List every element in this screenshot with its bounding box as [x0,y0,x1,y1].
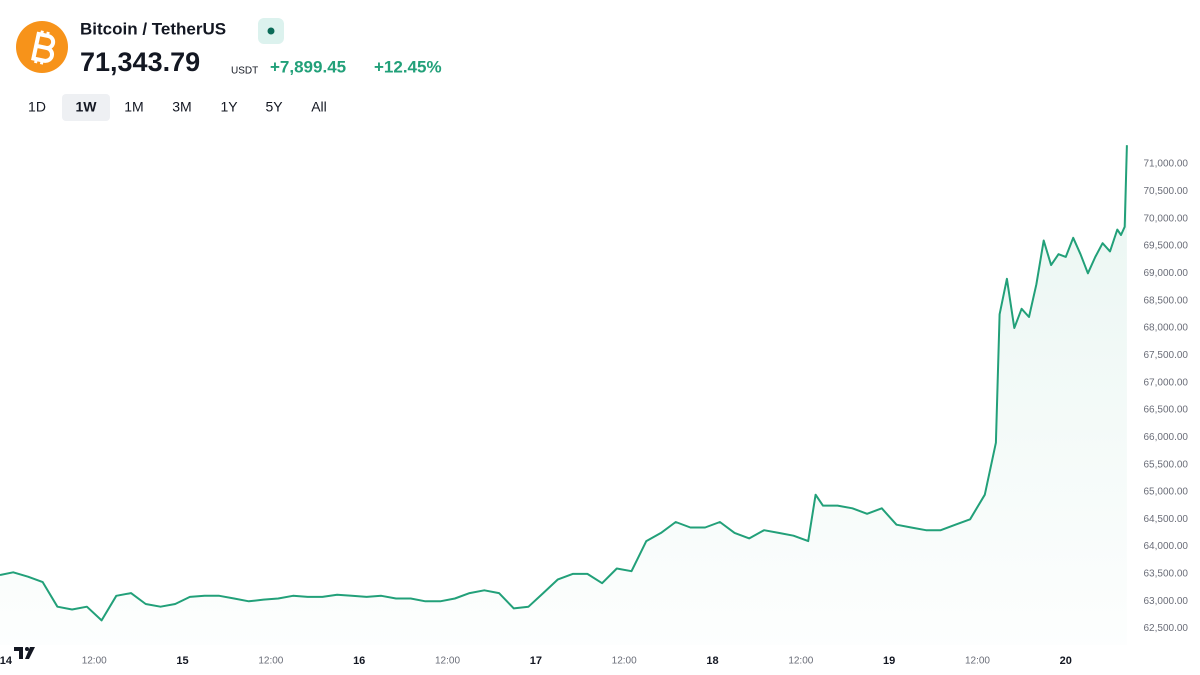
x-tick-label: 12:00 [965,656,990,667]
price-line [0,145,1128,622]
x-tick-label: 12:00 [788,656,813,667]
timeframe-label[interactable]: 5Y [265,99,283,115]
timeframe-label[interactable]: 1M [124,99,143,115]
change-percent: +12.45% [374,57,442,76]
y-tick-label: 63,000.00 [1144,596,1189,607]
y-tick-label: 69,000.00 [1144,268,1189,279]
y-tick-label: 67,000.00 [1144,377,1189,388]
coin-icon [16,21,68,73]
x-tick-label: 18 [706,655,718,667]
timeframe-label[interactable]: 1D [28,99,46,115]
x-tick-label: 12:00 [258,656,283,667]
y-tick-label: 66,000.00 [1144,432,1189,443]
status-badge [258,18,284,44]
timeframe-button[interactable]: 1W [62,94,110,121]
tv-logo [14,647,35,659]
y-tick-label: 66,500.00 [1144,405,1189,416]
y-tick-label: 68,000.00 [1144,323,1189,334]
timeframe-label[interactable]: 3M [172,99,191,115]
y-tick-label: 65,000.00 [1144,487,1189,498]
button-bg[interactable] [62,94,110,121]
change: +7,899.45 [270,57,346,76]
timeframe-label[interactable]: All [311,99,327,115]
timeframe-button[interactable]: 1M [110,94,158,121]
x-tick-label: 12:00 [435,656,460,667]
y-tick-label: 68,500.00 [1144,295,1189,306]
y-tick-label: 67,500.00 [1144,350,1189,361]
y-tick-label: 65,500.00 [1144,459,1189,470]
price: 71,343.79 [80,47,200,77]
x-tick-label: 17 [530,655,542,667]
timeframe-button[interactable]: 5Y [250,94,298,121]
y-tick-label: 64,500.00 [1144,514,1189,525]
timeframe-button[interactable]: All [295,94,343,121]
y-tick-label: 62,500.00 [1144,623,1189,634]
y-tick-label: 69,500.00 [1144,241,1189,252]
y-tick-label: 70,000.00 [1144,213,1189,224]
timeframes: 1D 1W 1M 3M 1Y 5Y All [13,94,343,121]
x-tick-label: 14 [0,655,13,667]
x-tick-label: 16 [353,655,365,667]
x-tick-label: 19 [883,655,895,667]
timeframe-label[interactable]: 1Y [220,99,238,115]
x-tick-label: 15 [176,655,188,667]
timeframe-button[interactable]: 3M [158,94,206,121]
y-tick-label: 71,000.00 [1144,159,1189,170]
y-tick-label: 70,500.00 [1144,186,1189,197]
area-fill [0,145,1127,645]
x-tick-label: 20 [1060,655,1072,667]
x-tick-label: 12:00 [612,656,637,667]
y-tick-label: 64,000.00 [1144,541,1189,552]
timeframe-label[interactable]: 1W [76,99,98,115]
timeframe-button[interactable]: 1Y [205,94,253,121]
x-tick-label: 12:00 [82,656,107,667]
symbol: Bitcoin / TetherUS [80,19,226,38]
timeframe-button[interactable]: 1D [13,94,61,121]
y-tick-label: 63,500.00 [1144,569,1189,580]
currency: USDT [231,66,258,77]
